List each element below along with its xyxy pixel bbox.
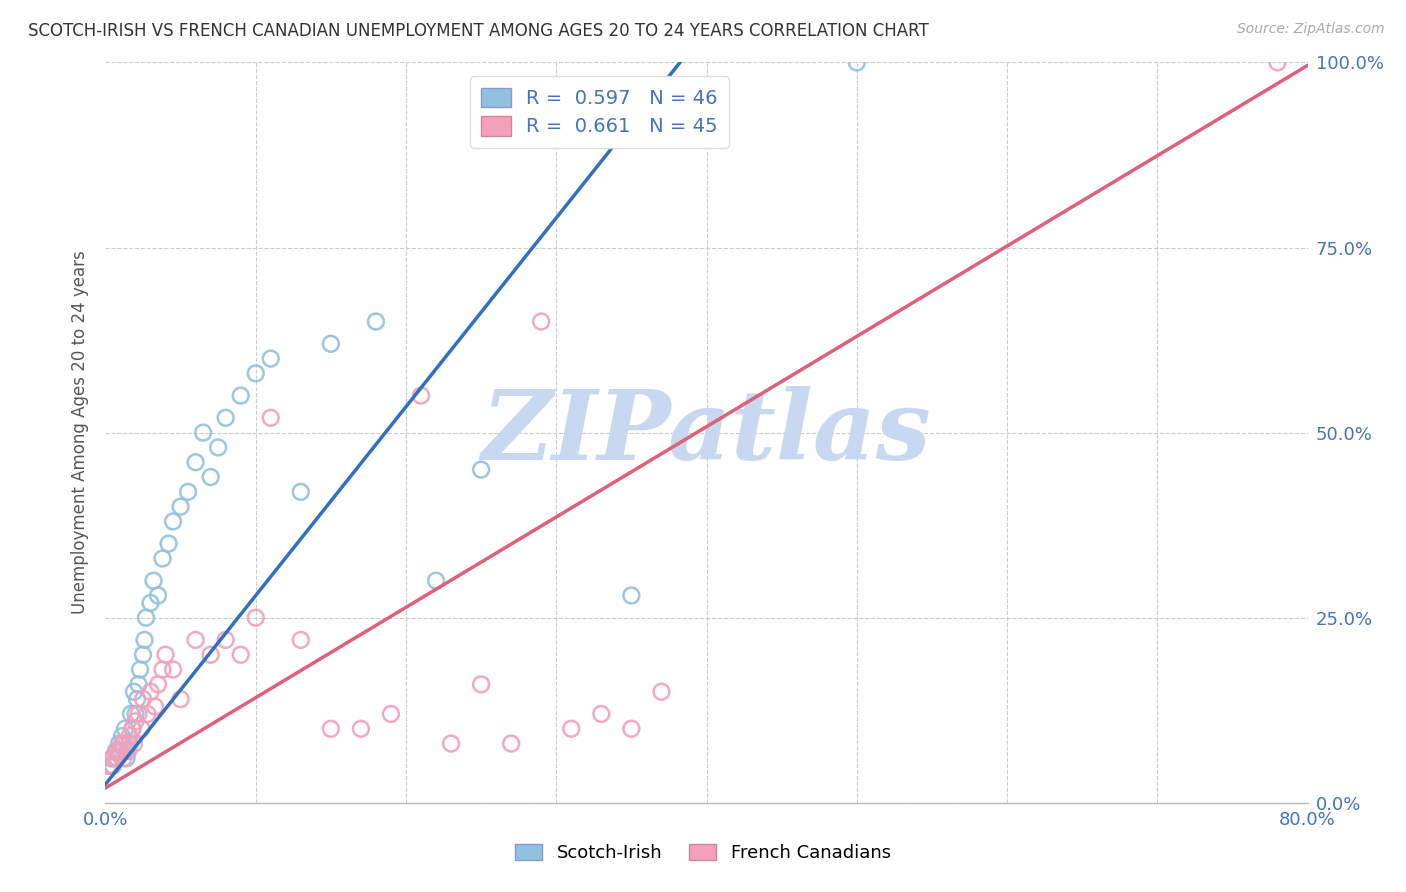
- Point: [260, 351, 283, 366]
- Point: [100, 758, 122, 772]
- Point: [121, 722, 143, 736]
- Point: [245, 611, 267, 625]
- Point: [620, 722, 643, 736]
- Point: [104, 744, 127, 758]
- Point: [440, 737, 463, 751]
- Point: [650, 685, 672, 699]
- Point: [184, 455, 207, 469]
- Point: [207, 441, 229, 455]
- Point: [364, 315, 387, 329]
- Legend: Scotch-Irish, French Canadians: Scotch-Irish, French Canadians: [508, 837, 898, 870]
- Point: [100, 751, 122, 765]
- Point: [146, 677, 169, 691]
- Point: [112, 737, 135, 751]
- Point: [139, 596, 162, 610]
- Point: [470, 463, 492, 477]
- Point: [200, 648, 222, 662]
- Point: [121, 722, 143, 736]
- Point: [155, 648, 177, 662]
- Point: [108, 737, 131, 751]
- Point: [229, 389, 252, 403]
- Point: [152, 551, 174, 566]
- Point: [470, 677, 492, 691]
- Point: [114, 722, 136, 736]
- Point: [409, 389, 432, 403]
- Point: [380, 706, 402, 721]
- Point: [214, 632, 236, 647]
- Point: [111, 729, 134, 743]
- Point: [97, 758, 120, 772]
- Point: [120, 706, 142, 721]
- Point: [350, 722, 373, 736]
- Point: [125, 692, 148, 706]
- Text: ZIPatlas: ZIPatlas: [482, 385, 931, 480]
- Point: [177, 484, 200, 499]
- Point: [122, 737, 145, 751]
- Point: [530, 315, 553, 329]
- Point: [128, 677, 150, 691]
- Point: [115, 737, 138, 751]
- Point: [104, 751, 127, 765]
- Point: [169, 692, 191, 706]
- Point: [214, 410, 236, 425]
- Point: [319, 722, 342, 736]
- Point: [146, 589, 169, 603]
- Point: [118, 729, 141, 743]
- Point: [110, 744, 132, 758]
- Point: [124, 714, 146, 729]
- Point: [139, 685, 162, 699]
- Point: [129, 663, 152, 677]
- Point: [111, 737, 134, 751]
- Point: [112, 751, 135, 765]
- Point: [118, 737, 141, 751]
- Point: [229, 648, 252, 662]
- Point: [845, 55, 868, 70]
- Point: [142, 574, 165, 588]
- Point: [101, 751, 124, 765]
- Point: [132, 648, 155, 662]
- Point: [117, 744, 139, 758]
- Point: [184, 632, 207, 647]
- Point: [162, 663, 184, 677]
- Point: [132, 692, 155, 706]
- Point: [101, 758, 124, 772]
- Point: [169, 500, 191, 514]
- Point: [107, 751, 129, 765]
- Point: [122, 685, 145, 699]
- Point: [110, 744, 132, 758]
- Point: [143, 699, 166, 714]
- Text: Source: ZipAtlas.com: Source: ZipAtlas.com: [1237, 22, 1385, 37]
- Point: [191, 425, 214, 440]
- Text: SCOTCH-IRISH VS FRENCH CANADIAN UNEMPLOYMENT AMONG AGES 20 TO 24 YEARS CORRELATI: SCOTCH-IRISH VS FRENCH CANADIAN UNEMPLOY…: [28, 22, 929, 40]
- Point: [245, 367, 267, 381]
- Y-axis label: Unemployment Among Ages 20 to 24 years: Unemployment Among Ages 20 to 24 years: [72, 251, 90, 615]
- Point: [152, 663, 174, 677]
- Point: [200, 470, 222, 484]
- Point: [157, 537, 180, 551]
- Point: [128, 706, 150, 721]
- Point: [290, 632, 312, 647]
- Point: [591, 706, 613, 721]
- Point: [136, 706, 159, 721]
- Point: [107, 744, 129, 758]
- Point: [425, 574, 447, 588]
- Point: [620, 589, 643, 603]
- Point: [162, 515, 184, 529]
- Point: [1267, 55, 1289, 70]
- Point: [117, 744, 139, 758]
- Point: [260, 410, 283, 425]
- Point: [124, 706, 146, 721]
- Point: [319, 336, 342, 351]
- Point: [131, 722, 153, 736]
- Point: [97, 758, 120, 772]
- Point: [115, 751, 138, 765]
- Point: [135, 611, 157, 625]
- Point: [501, 737, 523, 751]
- Legend: R =  0.597   N = 46, R =  0.661   N = 45: R = 0.597 N = 46, R = 0.661 N = 45: [470, 76, 730, 148]
- Point: [134, 632, 156, 647]
- Point: [560, 722, 582, 736]
- Point: [290, 484, 312, 499]
